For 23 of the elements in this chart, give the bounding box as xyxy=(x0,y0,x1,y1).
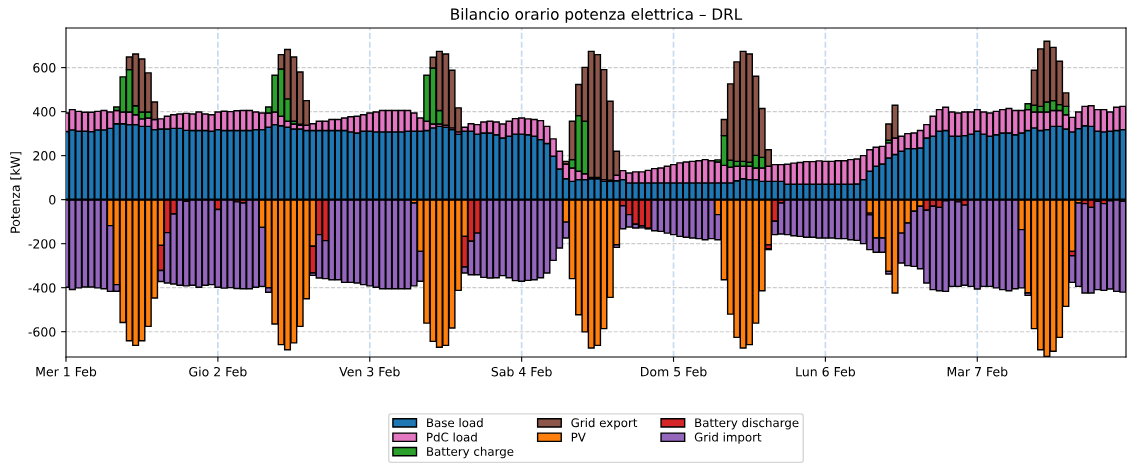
x-tick-label: Ven 3 Feb xyxy=(339,366,400,377)
y-tick-label: 400 xyxy=(33,107,56,117)
x-tick-label: Lun 6 Feb xyxy=(796,366,856,377)
x-tick-label: Mar 7 Feb xyxy=(947,366,1008,377)
x-tick-label: Dom 5 Feb xyxy=(641,366,707,377)
y-tick-label: 200 xyxy=(33,151,56,161)
y-tick-label: -400 xyxy=(28,283,56,293)
y-tick-label: -600 xyxy=(28,327,56,337)
legend-label: Battery discharge xyxy=(695,418,799,430)
legend-label: Grid import xyxy=(694,432,762,444)
y-tick-label: 0 xyxy=(49,195,56,205)
x-tick-label: Gio 2 Feb xyxy=(189,366,247,377)
legend-label: PdC load xyxy=(427,432,477,442)
x-tick-label: Sab 4 Feb xyxy=(491,366,552,377)
y-tick-label: 600 xyxy=(33,63,56,73)
chart-title: Bilancio orario potenza elettrica – DRL xyxy=(451,8,743,23)
y-axis-title: Potenza [kW] xyxy=(10,152,22,233)
legend-label: PV xyxy=(571,432,586,442)
y-tick-label: -200 xyxy=(28,239,56,249)
legend-label: Battery charge xyxy=(427,446,514,459)
legend-label: Base load xyxy=(427,418,483,428)
legend-label: Grid export xyxy=(571,418,638,430)
x-tick-label: Mer 1 Feb xyxy=(36,366,97,377)
